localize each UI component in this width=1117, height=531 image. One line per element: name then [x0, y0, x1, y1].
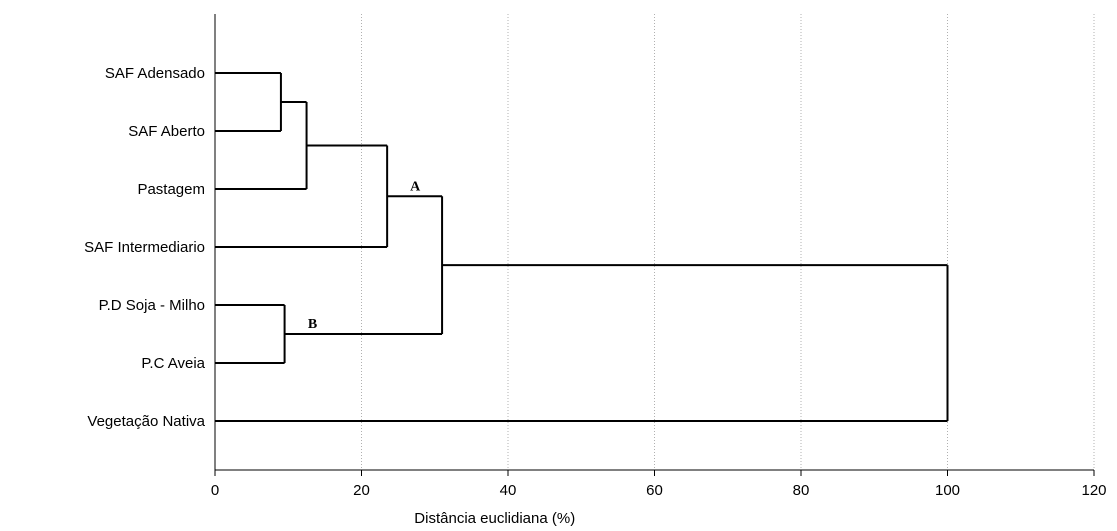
- leaf-label: SAF Adensado: [105, 65, 205, 82]
- x-tick-label: 60: [646, 482, 663, 499]
- x-tick-label: 0: [211, 482, 219, 499]
- cluster-label: B: [308, 317, 317, 332]
- grid-lines: [361, 14, 1095, 470]
- cluster-annotations: AB: [308, 179, 421, 332]
- x-tick-label: 20: [353, 482, 370, 499]
- x-tick-label: 80: [793, 482, 810, 499]
- x-tick-label: 120: [1081, 482, 1106, 499]
- cluster-label: A: [410, 179, 421, 194]
- leaf-label: SAF Aberto: [128, 123, 205, 140]
- dendrogram-branches: [215, 72, 949, 422]
- leaf-label: P.D Soja - Milho: [99, 297, 205, 314]
- x-axis-title: Distância euclidiana (%): [414, 510, 575, 527]
- x-tick-label: 100: [935, 482, 960, 499]
- leaf-label: P.C Aveia: [141, 355, 205, 372]
- leaf-labels: SAF Adensado SAF Aberto Pastagem SAF Interm…: [84, 65, 206, 430]
- leaf-label: Vegetação Nativa: [87, 413, 205, 430]
- x-axis: 0 20 40 60 80 100 120: [211, 14, 1107, 499]
- leaf-label: Pastagem: [137, 181, 205, 198]
- leaf-label: SAF Intermediario: [84, 239, 205, 256]
- x-tick-label: 40: [500, 482, 517, 499]
